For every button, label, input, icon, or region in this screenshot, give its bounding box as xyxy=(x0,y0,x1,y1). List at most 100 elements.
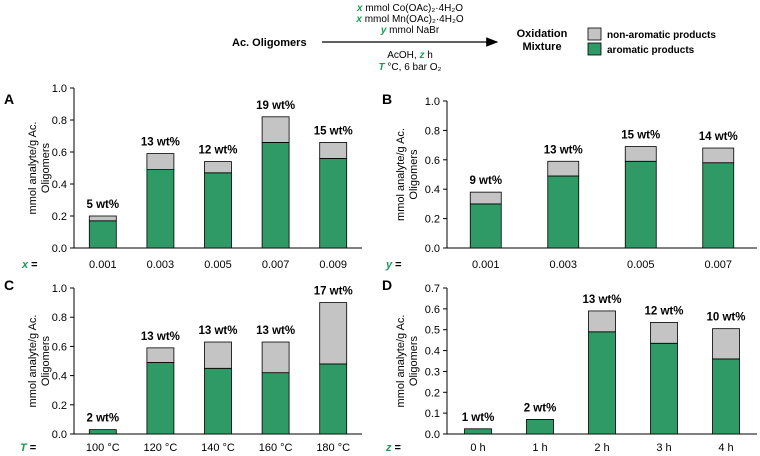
x-tick-label: 180 °C xyxy=(316,442,350,454)
bar-aromatic xyxy=(204,172,232,249)
bar-data-label: 19 wt% xyxy=(256,100,295,112)
chart-panel-b: B 0.0 0.2 0.4 0.6 0.8 1.0 mmol analyte/g Ac.Oli… xyxy=(382,91,757,271)
bar-data-label: 17 wt% xyxy=(314,286,353,298)
bar-non-aromatic xyxy=(650,322,678,344)
bar-aromatic xyxy=(204,367,232,435)
bar-aromatic xyxy=(469,203,502,249)
y-tick-label: 0.0 xyxy=(425,243,440,255)
bar-aromatic xyxy=(526,418,554,435)
x-tick-label: 3 h xyxy=(656,442,671,454)
reagent-nabr: y mmol NaBr xyxy=(380,25,440,36)
scheme-product-line1: Oxidation xyxy=(517,28,568,40)
x-tick-label: 0.003 xyxy=(549,259,577,271)
bar-aromatic xyxy=(319,363,348,435)
y-tick-label: 0.6 xyxy=(425,155,440,167)
bar-data-label: 15 wt% xyxy=(621,130,660,142)
x-tick-label: 1 h xyxy=(532,442,547,454)
condition-solvent-time: AcOH, z h xyxy=(387,50,433,61)
scheme-product-line2: Mixture xyxy=(522,41,561,53)
x-tick-label: 160 °C xyxy=(259,442,293,454)
x-tick-label: 0.005 xyxy=(204,259,232,271)
bar-data-label: 5 wt% xyxy=(87,199,120,211)
bar-aromatic xyxy=(146,169,175,249)
bar-data-label: 13 wt% xyxy=(141,137,180,149)
x-tick-label: 0 h xyxy=(470,442,485,454)
y-tick-label: 0.2 xyxy=(52,400,67,412)
x-tick-label: 2 h xyxy=(594,442,609,454)
bar-non-aromatic xyxy=(319,141,348,159)
x-tick-label: 0.009 xyxy=(319,259,347,271)
y-tick-label: 0.6 xyxy=(425,304,440,316)
y-tick-label: 0.4 xyxy=(425,346,440,358)
x-tick-label: 0.007 xyxy=(704,259,732,271)
bar-aromatic xyxy=(88,220,117,249)
panel-letter: A xyxy=(4,91,14,107)
y-tick-label: 0.0 xyxy=(425,429,440,441)
bar-non-aromatic xyxy=(547,160,580,177)
scheme-reactant: Ac. Oligomers xyxy=(232,37,307,49)
bar-aromatic xyxy=(650,342,678,435)
y-tick-label: 1.0 xyxy=(52,83,67,95)
y-tick-label: 0.4 xyxy=(52,179,67,191)
bar-data-label: 13 wt% xyxy=(544,144,583,156)
bar-data-label: 13 wt% xyxy=(141,331,180,343)
bar-aromatic xyxy=(319,157,348,249)
bar-data-label: 1 wt% xyxy=(462,412,495,424)
bar-non-aromatic xyxy=(588,310,616,333)
bar-data-label: 2 wt% xyxy=(87,413,120,425)
x-tick-label: 100 °C xyxy=(86,442,120,454)
y-axis-label: mmol analyte/g Ac.Oligomers xyxy=(27,315,52,408)
bar-non-aromatic xyxy=(624,146,657,162)
bar-aromatic xyxy=(588,331,616,435)
bar-aromatic xyxy=(624,160,657,249)
condition-temperature: T °C, 6 bar O₂ xyxy=(379,62,442,73)
bar-non-aromatic xyxy=(204,341,232,369)
y-tick-label: 0.4 xyxy=(52,371,67,383)
bar-aromatic xyxy=(261,141,290,249)
panel-letter: C xyxy=(4,277,14,293)
bar-data-label: 9 wt% xyxy=(469,175,502,187)
y-axis-label: mmol analyte/g Ac.Oligomers xyxy=(27,122,52,215)
y-tick-label: 1.0 xyxy=(52,283,67,295)
x-tick-label: 0.007 xyxy=(262,259,290,271)
chart-panel-a: A 0.0 0.2 0.4 0.6 0.8 1.0 mmol analyte/g Ac.Oli… xyxy=(4,83,362,271)
bar-aromatic xyxy=(146,362,175,435)
bar-non-aromatic xyxy=(146,153,175,171)
bar-non-aromatic xyxy=(261,341,290,374)
y-tick-label: 0.8 xyxy=(52,115,67,127)
bar-data-label: 10 wt% xyxy=(707,312,746,324)
y-axis-label: mmol analyte/g Ac.Oligomers xyxy=(395,128,420,221)
x-variable-label: x = xyxy=(21,259,38,271)
reagent-manganese: x mmol Mn(OAc)₂·4H₂O xyxy=(355,14,463,25)
bar-aromatic xyxy=(88,429,117,435)
y-tick-label: 0.4 xyxy=(425,184,440,196)
bar-non-aromatic xyxy=(146,347,175,363)
legend-label-non-aromatic: non-aromatic products xyxy=(607,30,716,41)
bar-data-label: 12 wt% xyxy=(645,305,684,317)
legend: non-aromatic products aromatic products xyxy=(587,27,716,56)
x-tick-label: 120 °C xyxy=(144,442,178,454)
bar-data-label: 14 wt% xyxy=(699,131,738,143)
y-tick-label: 0.2 xyxy=(52,211,67,223)
bar-data-label: 13 wt% xyxy=(256,325,295,337)
x-tick-label: 4 h xyxy=(718,442,733,454)
chart-panel-d: D 0.0 0.1 0.2 0.3 0.4 0.5 0.6 0.7 mmol analyte/g … xyxy=(382,277,757,454)
bar-data-label: 13 wt% xyxy=(583,294,622,306)
bar-aromatic xyxy=(547,175,580,249)
x-tick-label: 0.001 xyxy=(89,259,117,271)
y-tick-label: 0.6 xyxy=(52,147,67,159)
chart-panel-c: C 0.0 0.2 0.4 0.6 0.8 1.0 mmol analyte/g Ac.Oli… xyxy=(4,277,362,454)
bar-data-label: 2 wt% xyxy=(524,402,557,414)
y-tick-label: 0.0 xyxy=(52,429,67,441)
y-tick-label: 0.7 xyxy=(425,283,440,295)
y-axis-label: mmol analyte/g Ac.Oligomers xyxy=(395,315,420,408)
reagent-cobalt: x mmol Co(OAc)₂·4H₂O xyxy=(356,3,463,14)
bar-aromatic xyxy=(261,372,290,435)
x-variable-label: z = xyxy=(385,442,401,454)
y-tick-label: 0.8 xyxy=(52,312,67,324)
bar-aromatic xyxy=(464,428,492,435)
y-tick-label: 0.1 xyxy=(425,408,440,420)
y-tick-label: 0.3 xyxy=(425,366,440,378)
bar-aromatic xyxy=(702,162,735,249)
